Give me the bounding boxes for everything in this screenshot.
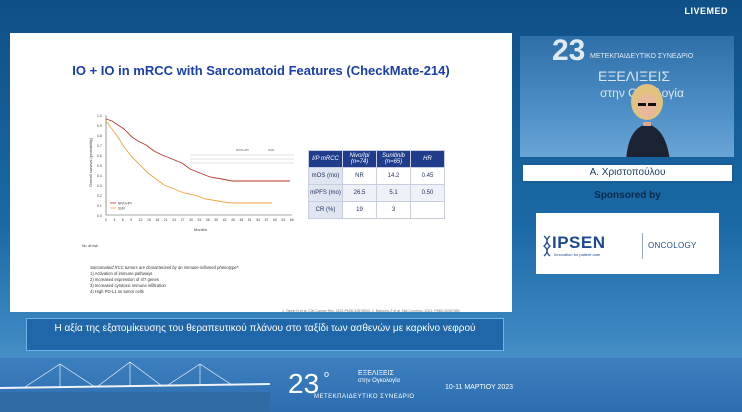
table-cell: 3 [376, 201, 411, 219]
table-cell: 0.45 [410, 167, 445, 185]
table-header: I/P mRCC [308, 150, 343, 168]
bridge-illustration-icon [0, 361, 270, 412]
banner-sup: ο [324, 369, 330, 379]
km-x-tick: 0 [105, 218, 107, 222]
km-x-tick: 21 [164, 218, 168, 222]
sponsor-tagline: Innovation for patient care [554, 252, 601, 257]
video-backdrop-conference: ΜΕΤΕΚΠΑΙΔΕΥΤΙΚΟ ΣΥΝΕΔΡΙΟ [590, 53, 694, 60]
km-x-tick: 45 [231, 218, 235, 222]
km-curve-nivo-ipi [105, 118, 290, 182]
km-y-label: Overall survival (probability) [88, 137, 93, 187]
video-backdrop-number: 23 [552, 36, 586, 67]
table-cell: 19 [342, 201, 377, 219]
svg-text:SUN: SUN [268, 148, 274, 152]
km-y-tick: 0.3 [97, 184, 102, 188]
km-x-tick: 30 [189, 218, 193, 222]
table-header: Nivo/Ipi (n=74) [342, 150, 377, 168]
sponsor-divider [642, 233, 643, 259]
notes-item: 2) Increased expression of 4/7 genes [90, 277, 159, 282]
banner-number: 23 [288, 368, 320, 399]
table-header: HR [410, 150, 445, 168]
table-header: Sunitinib (n=65) [376, 150, 411, 168]
km-x-tick: 6 [122, 218, 124, 222]
notes-heading: Sarcomatoid RCC tumors are characterized… [90, 265, 240, 270]
banner-dates: 10-11 ΜΑΡΤΙΟΥ 2023 [445, 384, 513, 391]
km-x-tick: 24 [172, 218, 176, 222]
km-x-tick: 51 [248, 218, 252, 222]
sponsor-logo: IPSEN Innovation for patient care ONCOLO… [536, 213, 719, 274]
slide-notes: Sarcomatoid RCC tumors are characterized… [90, 265, 239, 295]
banner-name1: ΕΞΕΛΙΞΕΙΣ [358, 370, 394, 377]
km-legend-sun: SUN [118, 207, 125, 211]
table-cell: mPFS (mo) [308, 184, 343, 202]
km-y-tick: 0.9 [97, 124, 102, 128]
km-x-tick: 27 [181, 218, 185, 222]
km-y-tick: 0.4 [97, 174, 102, 178]
table-cell: CR (%) [308, 201, 343, 219]
km-x-tick: 63 [281, 218, 285, 222]
video-backdrop-word1: ΕΞΕΛΙΞΕΙΣ [598, 68, 670, 84]
table-cell: 5.1 [376, 184, 411, 202]
km-x-tick: 18 [155, 218, 159, 222]
km-x-tick: 9 [130, 218, 132, 222]
sponsor-division: ONCOLOGY [648, 241, 697, 250]
km-y-tick: 0.0 [97, 214, 102, 218]
km-x-tick: 33 [197, 218, 201, 222]
km-x-tick: 15 [147, 218, 151, 222]
banner-name2: στην Ογκολογία [358, 378, 400, 384]
km-y-tick: 0.8 [97, 134, 102, 138]
km-y-tick: 0.7 [97, 144, 102, 148]
sponsor-name: IPSEN [552, 233, 606, 252]
efficacy-table: I/P mRCC Nivo/Ipi (n=74) Sunitinib (n=65… [308, 150, 445, 219]
km-y-tick: 0.5 [97, 164, 102, 168]
table-row: CR (%) 19 3 [308, 201, 445, 219]
km-x-tick: 48 [239, 218, 243, 222]
km-y-tick: 0.1 [97, 204, 102, 208]
km-x-tick: 39 [214, 218, 218, 222]
km-risk-label: No. at risk [82, 244, 98, 248]
banner-conference: ΜΕΤΕΚΠΑΙΔΕΥΤΙΚΟ ΣΥΝΕΔΡΙΟ [314, 394, 415, 400]
km-x-tick: 66 [290, 218, 294, 222]
table-cell [410, 201, 445, 219]
km-x-label: Months [194, 227, 207, 232]
notes-item: 1) Activation of immune pathways [90, 271, 153, 276]
table-cell: mOS (mo) [308, 167, 343, 185]
km-x-tick: 3 [113, 218, 115, 222]
speaker-video: 23 ΜΕΤΕΚΠΑΙΔΕΥΤΙΚΟ ΣΥΝΕΔΡΙΟ ΕΞΕΛΙΞΕΙΣ στ… [520, 36, 734, 157]
brand-logo: LIVEMED [684, 6, 728, 16]
talk-caption: Η αξία της εξατομίκευσης του θεραπευτικο… [26, 318, 504, 351]
speaker-figure [626, 84, 670, 157]
presentation-slide: IO + IO in mRCC with Sarcomatoid Feature… [10, 33, 512, 313]
notes-item: 4) High PD-L1 on tumor cells [90, 289, 144, 294]
km-x-tick: 36 [206, 218, 210, 222]
km-x-tick: 57 [265, 218, 269, 222]
km-y-tick: 0.2 [97, 194, 102, 198]
notes-item: 3) Increased cytotoxic immune infiltrati… [90, 283, 166, 288]
slide-reference: 1. Tannir N et al. Clin Cancer Res. 2021… [282, 309, 460, 313]
km-y-tick: 1.0 [97, 114, 102, 118]
slide-title: IO + IO in mRCC with Sarcomatoid Feature… [72, 63, 450, 78]
km-x-tick: 54 [256, 218, 260, 222]
table-cell: 26.5 [342, 184, 377, 202]
sponsored-label: Sponsored by [594, 190, 661, 201]
table-row: mPFS (mo) 26.5 5.1 0.50 [308, 184, 445, 202]
table-cell: 14.2 [376, 167, 411, 185]
km-x-tick: 12 [139, 218, 143, 222]
km-x-tick: 60 [273, 218, 277, 222]
ipsen-dna-icon [542, 235, 552, 257]
svg-text:NIVO+IPI: NIVO+IPI [236, 148, 249, 152]
km-curve-chart: 1.00.90.80.70.60.50.40.30.20.10.0 0 3 6 9 12… [82, 114, 294, 248]
km-curve-sunitinib [105, 120, 272, 204]
km-legend-nivo: NIVO+IPI [118, 202, 132, 206]
table-cell: NR [342, 167, 377, 185]
speaker-name: Α. Χριστοπούλου [521, 163, 734, 183]
km-x-tick: 42 [223, 218, 227, 222]
table-row: mOS (mo) NR 14.2 0.45 [308, 167, 445, 185]
table-cell: 0.50 [410, 184, 445, 202]
km-y-tick: 0.6 [97, 154, 102, 158]
